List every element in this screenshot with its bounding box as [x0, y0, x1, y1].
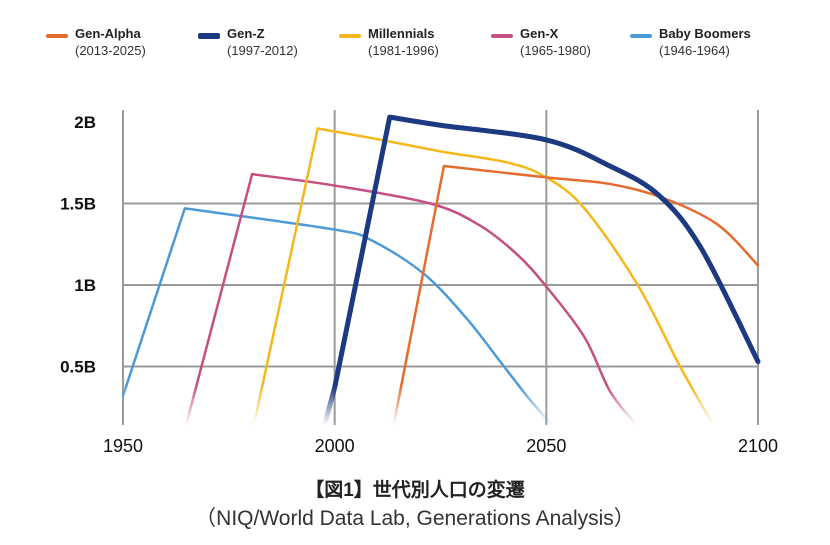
legend-swatch: [46, 34, 68, 38]
series-line-gen-alpha: [392, 164, 760, 425]
legend-item-gen-x: Gen-X (1965-1980): [491, 26, 591, 59]
figure-caption-title: 【図1】世代別人口の変遷: [305, 480, 525, 501]
figure-caption-source: （NIQ/World Data Lab, Generations Analysi…: [195, 507, 635, 530]
y-tick-label: 1.5B: [60, 195, 96, 214]
x-tick-label: 2000: [315, 436, 355, 456]
x-tick-label: 2100: [738, 436, 778, 456]
legend-swatch: [339, 34, 361, 38]
plot-area: 0.5B 1B 1.5B 2B 1950 2000 2050 2100: [60, 110, 778, 456]
legend-sublabel: (2013-2025): [75, 43, 146, 58]
y-tick-label: 0.5B: [60, 358, 96, 377]
series-line-millennials: [252, 127, 713, 425]
x-tick-label: 2050: [526, 436, 566, 456]
legend-label: Gen-Alpha: [75, 26, 141, 41]
legend-swatch: [198, 33, 220, 39]
series-line-gen-x: [185, 172, 637, 425]
legend-sublabel: (1997-2012): [227, 43, 298, 58]
x-tick-label: 1950: [103, 436, 143, 456]
legend-label: Gen-Z: [227, 26, 265, 41]
legend-item-millennials: Millennials (1981-1996): [339, 26, 439, 59]
y-tick-label: 2B: [74, 113, 96, 132]
legend-item-gen-alpha: Gen-Alpha (2013-2025): [46, 26, 146, 59]
legend-label: Baby Boomers: [659, 26, 751, 41]
legend-sublabel: (1946-1964): [659, 43, 730, 58]
legend-swatch: [630, 34, 652, 38]
legend-item-gen-z: Gen-Z (1997-2012): [198, 26, 298, 59]
legend-swatch: [491, 34, 513, 38]
y-tick-label: 1B: [74, 276, 96, 295]
series-line-baby-boomers: [121, 207, 552, 425]
legend-sublabel: (1981-1996): [368, 43, 439, 58]
legend-sublabel: (1965-1980): [520, 43, 591, 58]
legend-label: Millennials: [368, 26, 435, 41]
series-line-gen-z: [322, 114, 761, 427]
legend-item-baby-boomers: Baby Boomers (1946-1964): [630, 26, 751, 59]
legend-label: Gen-X: [520, 26, 559, 41]
